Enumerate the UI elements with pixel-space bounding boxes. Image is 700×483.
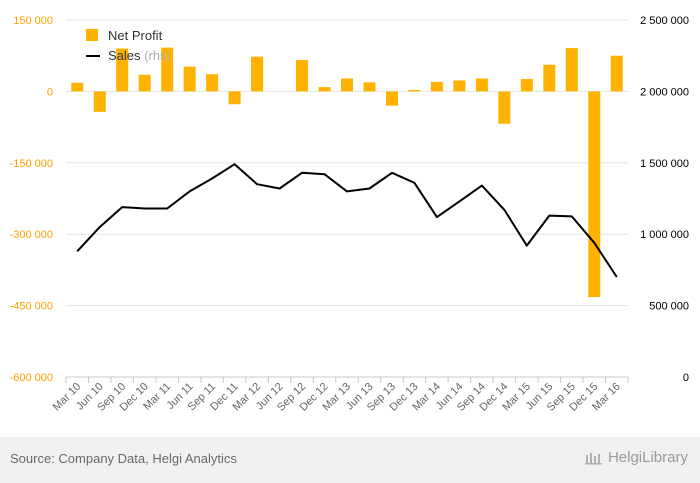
library-icon xyxy=(584,452,602,464)
bar xyxy=(610,55,623,92)
bar xyxy=(116,48,129,92)
bar xyxy=(138,74,151,92)
legend-label-net-profit: Net Profit xyxy=(108,28,163,43)
y-left-tick-label: -450 000 xyxy=(10,301,53,313)
bar xyxy=(408,89,421,92)
y-left-tick-label: 0 xyxy=(47,86,53,98)
bar xyxy=(71,82,84,92)
brand-name: HelgiLibrary xyxy=(607,449,688,466)
legend-swatch-net-profit xyxy=(86,29,98,41)
bar xyxy=(206,74,219,92)
y-right-tick-label: 0 xyxy=(683,372,689,384)
bar xyxy=(520,79,533,92)
line-series-sales xyxy=(76,163,618,278)
bar xyxy=(498,91,511,124)
bar xyxy=(565,48,578,92)
y-left-tick-label: -600 000 xyxy=(10,372,53,384)
bar xyxy=(251,56,264,92)
bar xyxy=(296,59,309,92)
brand-logo: HelgiLibrary xyxy=(584,449,688,466)
chart: 150 000 0 -150 000 -300 000 -450 000 -600 000… xyxy=(10,15,689,414)
y-left-tick-label: -150 000 xyxy=(10,158,53,170)
y-right-tick-label: 2 000 000 xyxy=(640,86,689,98)
source-note: Source: Company Data, Helgi Analytics xyxy=(10,451,237,466)
bar xyxy=(588,91,601,298)
bar xyxy=(475,78,488,92)
bar xyxy=(183,66,196,92)
legend-label-rhs: (rhs) xyxy=(141,48,171,63)
y-left-tick-label: -300 000 xyxy=(10,229,53,241)
bar xyxy=(543,64,556,92)
y-right-tick-label: 1 500 000 xyxy=(640,158,689,170)
bar xyxy=(318,87,331,92)
bar xyxy=(93,91,106,112)
bar xyxy=(228,91,241,105)
bar xyxy=(385,91,398,106)
bar xyxy=(161,47,174,92)
y-right-tick-label: 2 500 000 xyxy=(640,15,689,27)
y-right-tick-label: 500 000 xyxy=(649,301,689,313)
y-left-tick-label: 150 000 xyxy=(13,15,53,27)
legend-label-sales: Sales (rhs) xyxy=(108,48,171,63)
bar xyxy=(430,81,443,92)
y-right-tick-label: 1 000 000 xyxy=(640,229,689,241)
bar xyxy=(453,80,466,92)
bar xyxy=(363,82,376,92)
footer-bar: Source: Company Data, Helgi Analytics He… xyxy=(0,437,700,483)
bar xyxy=(341,78,353,92)
